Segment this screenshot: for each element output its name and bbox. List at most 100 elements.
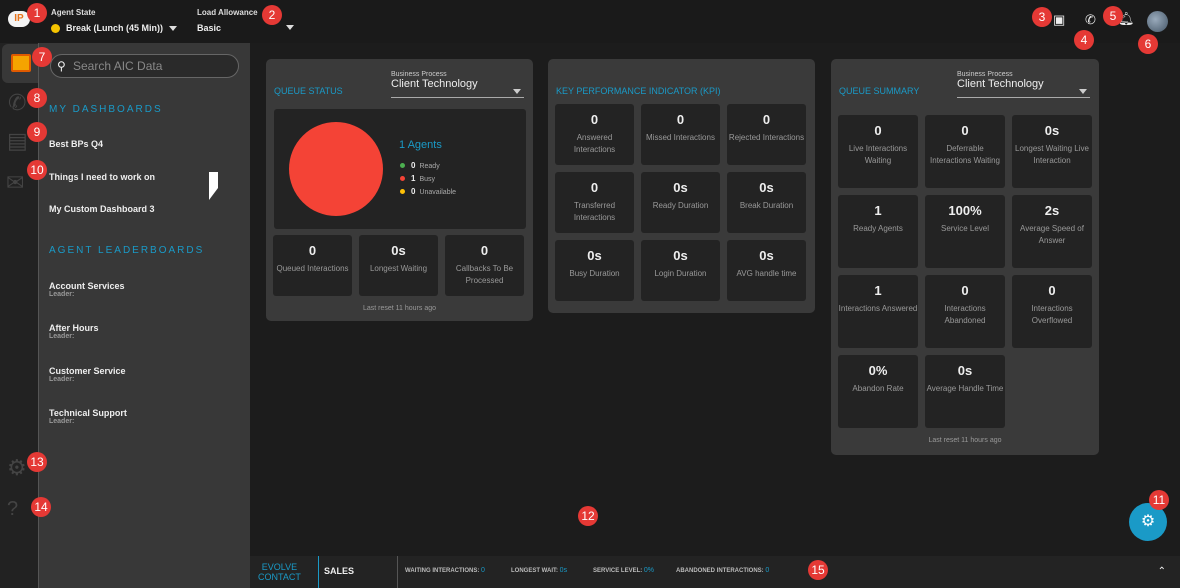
- agents-pie-panel: 1 Agents 0 Ready 1 Busy 0 Unavailable: [274, 109, 526, 229]
- card-title: QUEUE SUMMARY: [839, 86, 920, 96]
- top-bar: IP Agent State Break (Lunch (45 Min)) Lo…: [0, 0, 1180, 43]
- leaderboard-item[interactable]: Customer Service Leader:: [49, 366, 126, 383]
- annotation-badge: 3: [1032, 7, 1052, 27]
- bp-value: Client Technology: [957, 78, 1044, 90]
- search-input[interactable]: ⚲ Search AIC Data: [50, 54, 239, 78]
- chevron-up-icon[interactable]: ⌃: [1157, 566, 1166, 577]
- metric-tile: 0s Login Duration: [641, 240, 720, 301]
- agent-state-value: Break (Lunch (45 Min)): [66, 23, 164, 33]
- metric-tile: 0 Transferred Interactions: [555, 172, 634, 233]
- queue-name[interactable]: SALES: [318, 556, 398, 588]
- metric-value: 0: [480, 243, 489, 258]
- annotation-badge: 2: [262, 5, 282, 25]
- business-process-select[interactable]: Business Process Client Technology: [391, 71, 524, 98]
- metric-value: 1: [874, 203, 882, 218]
- metric-label: Queued Interactions: [276, 264, 349, 273]
- chevron-down-icon[interactable]: [286, 25, 294, 30]
- dashboard-item[interactable]: Best BPs Q4: [49, 139, 104, 149]
- metric-label: Busy Duration: [569, 269, 620, 278]
- metric-tile: 1 Ready Agents: [838, 195, 918, 268]
- chat-icon[interactable]: ▤: [7, 128, 28, 153]
- dashboard-item[interactable]: My Custom Dashboard 3: [49, 204, 155, 214]
- footer-stat: SERVICE LEVEL: 0%: [593, 567, 655, 574]
- load-allowance-label: Load Allowance: [197, 8, 258, 17]
- gear-icon: ⚙: [1140, 513, 1156, 530]
- leaderboard-item[interactable]: Technical Support Leader:: [49, 408, 127, 425]
- business-process-select[interactable]: Business Process Client Technology: [957, 71, 1090, 98]
- chevron-down-icon: [513, 89, 521, 94]
- metric-tile: 0s Longest Waiting: [359, 235, 438, 296]
- legend-item: 0 Ready: [400, 161, 440, 170]
- metric-tile: 0 Rejected Interactions: [727, 104, 806, 165]
- avatar[interactable]: [1147, 11, 1168, 32]
- chevron-down-icon[interactable]: [169, 26, 177, 31]
- metric-tile: 2s Average Speed of Answer: [1012, 195, 1092, 268]
- bar-chart-icon[interactable]: [11, 54, 31, 72]
- queue-summary-card: QUEUE SUMMARY Business Process Client Tec…: [831, 59, 1099, 455]
- leaderboard-item[interactable]: After Hours Leader:: [49, 323, 99, 340]
- mouse-cursor: [209, 172, 218, 200]
- metric-tile: 0 Queued Interactions: [273, 235, 352, 296]
- metric-label: Answered Interactions: [573, 133, 616, 154]
- metric-tile: 100% Service Level: [925, 195, 1005, 268]
- metric-label: Ready Duration: [652, 201, 709, 210]
- brand-logo: EVOLVE CONTACT: [258, 562, 301, 582]
- bp-value: Client Technology: [391, 78, 478, 90]
- metric-label: Longest Waiting: [369, 264, 428, 273]
- contacts-icon[interactable]: ▣: [1053, 12, 1066, 27]
- metric-tile: 1 Interactions Answered: [838, 275, 918, 348]
- queue-status-card: QUEUE STATUS Business Process Client Tech…: [266, 59, 533, 321]
- metric-value: 2s: [1044, 203, 1060, 218]
- annotation-badge: 9: [27, 122, 47, 142]
- annotation-badge: 6: [1138, 34, 1158, 54]
- metric-tile: 0% Abandon Rate: [838, 355, 918, 428]
- footer-stat: LONGEST WAIT: 0s: [511, 567, 568, 574]
- metric-value: 1: [874, 283, 882, 298]
- help-icon[interactable]: ?: [7, 498, 19, 520]
- metric-label: Interactions Overflowed: [1031, 304, 1073, 325]
- metric-label: Average Handle Time: [926, 384, 1004, 393]
- agents-count: 1 Agents: [399, 139, 442, 151]
- status-dot-icon: [51, 24, 60, 34]
- metric-tile: 0 Live Interactions Waiting: [838, 115, 918, 188]
- agent-state-dropdown[interactable]: Break (Lunch (45 Min)): [51, 23, 164, 34]
- kpi-card: KEY PERFORMANCE INDICATOR (KPI) 0 Answere…: [548, 59, 815, 313]
- logo: IP: [8, 11, 30, 27]
- metric-tile: 0s Ready Duration: [641, 172, 720, 233]
- metric-tile: 0 Missed Interactions: [641, 104, 720, 165]
- gear-icon[interactable]: ⚙: [7, 455, 27, 480]
- metric-value: 0: [961, 123, 969, 138]
- leaderboard-item[interactable]: Account Services Leader:: [49, 281, 125, 298]
- annotation-badge: 5: [1103, 6, 1123, 26]
- metric-label: Average Speed of Answer: [1020, 224, 1084, 245]
- leaderboard-name: Technical Support: [49, 408, 127, 418]
- metric-label: Callbacks To Be Processed: [455, 264, 514, 285]
- agents-pie-chart: [289, 122, 383, 216]
- metric-tile: 0 Interactions Overflowed: [1012, 275, 1092, 348]
- metric-tile: 0s Longest Waiting Live Interaction: [1012, 115, 1092, 188]
- footer-stat: ABANDONED INTERACTIONS: 0: [676, 567, 770, 574]
- metric-label: Rejected Interactions: [728, 133, 805, 142]
- metric-tile: 0s Break Duration: [727, 172, 806, 233]
- card-title: KEY PERFORMANCE INDICATOR (KPI): [556, 86, 721, 96]
- load-allowance-value[interactable]: Basic: [197, 23, 222, 33]
- annotation-badge: 12: [578, 506, 598, 526]
- phone-icon[interactable]: ✆: [8, 90, 27, 115]
- metric-label: Interactions Answered: [838, 304, 918, 313]
- bp-label: Business Process: [391, 71, 447, 78]
- leaderboard-leader: Leader:: [49, 376, 75, 383]
- metric-value: 0s: [1044, 123, 1060, 138]
- metric-value: 100%: [948, 203, 982, 218]
- metric-label: Service Level: [940, 224, 990, 233]
- email-icon[interactable]: ✉: [6, 170, 25, 195]
- legend-dot-icon: [400, 176, 405, 181]
- leaderboard-name: Customer Service: [49, 366, 126, 376]
- call-transfer-icon[interactable]: ✆: [1085, 12, 1096, 27]
- metric-value: 0s: [391, 243, 406, 258]
- metric-value: 0s: [673, 248, 688, 263]
- metric-value: 0: [1048, 283, 1056, 298]
- dashboard-item[interactable]: Things I need to work on: [49, 172, 156, 182]
- leaderboard-leader: Leader:: [49, 418, 75, 425]
- metric-value: 0s: [957, 363, 973, 378]
- metric-label: AVG handle time: [736, 269, 797, 278]
